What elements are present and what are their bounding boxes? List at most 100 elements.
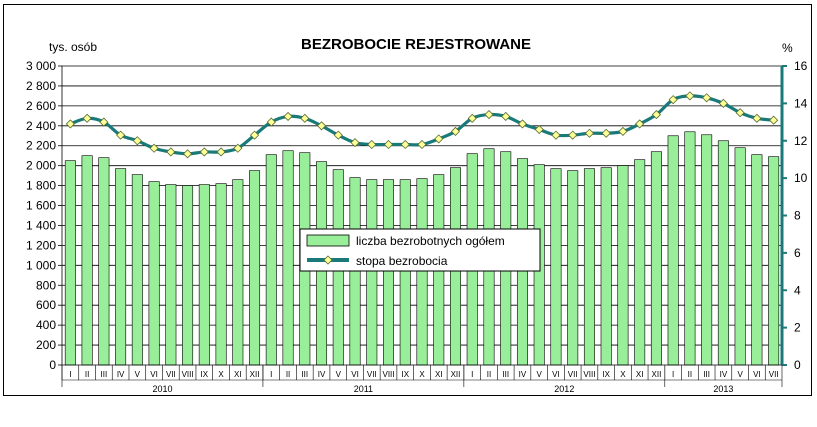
y-left-tick-label: 1 400 xyxy=(26,218,56,232)
y-left-tick-label: 2 400 xyxy=(26,119,56,133)
bar xyxy=(383,179,395,366)
x-month-label: XI xyxy=(636,370,644,379)
bar xyxy=(734,147,746,366)
bar xyxy=(366,179,378,366)
axes: 0 200 400 600 800 1 000 1 200 1 400 1 600 1 800 2 … xyxy=(26,59,808,372)
rate-point xyxy=(752,113,762,123)
y-right-tick-label: 0 xyxy=(794,358,801,372)
bar xyxy=(399,179,411,366)
x-month-label: VI xyxy=(351,370,359,379)
x-month-label: XII xyxy=(451,370,461,379)
bar xyxy=(64,160,76,366)
x-month-label: X xyxy=(419,370,425,379)
y-left-tick-label: 1 800 xyxy=(26,179,56,193)
y-right-tick-label: 12 xyxy=(794,134,808,148)
y-left-tick-label: 800 xyxy=(36,278,56,292)
y-right-tick-label: 2 xyxy=(794,321,801,335)
bar xyxy=(148,181,160,366)
bar xyxy=(634,159,646,366)
rate-point xyxy=(316,121,327,131)
x-month-label: VII xyxy=(769,370,779,379)
x-year-label: 2013 xyxy=(713,384,733,394)
rate-point xyxy=(149,143,159,153)
rate-point xyxy=(350,138,360,148)
x-month-label: VI xyxy=(753,370,761,379)
x-month-label: III xyxy=(703,370,710,379)
legend-bar-label: liczba bezrobotnych ogółem xyxy=(356,234,505,248)
rate-point xyxy=(618,126,628,136)
bar xyxy=(717,140,729,366)
x-month-label: IV xyxy=(720,370,728,379)
rate-point xyxy=(484,110,494,120)
bar xyxy=(115,168,127,366)
bar xyxy=(583,168,595,366)
rate-point xyxy=(65,119,75,129)
x-month-label: VII xyxy=(166,370,176,379)
rate-point xyxy=(735,108,745,118)
x-year-label: 2012 xyxy=(554,384,574,394)
y-right-tick-label: 8 xyxy=(794,209,801,223)
x-month-label: IX xyxy=(201,370,209,379)
rate-point xyxy=(417,139,427,150)
rate-point xyxy=(266,117,276,127)
y-left-tick-label: 2 000 xyxy=(26,159,56,173)
x-month-label: X xyxy=(218,370,224,379)
x-year-label: 2010 xyxy=(152,384,172,394)
rate-point xyxy=(501,111,511,122)
rate-point xyxy=(249,130,260,140)
bar xyxy=(265,154,277,366)
rate-point xyxy=(551,130,561,140)
y-left-tick-label: 1 200 xyxy=(26,238,56,252)
x-month-label: II xyxy=(487,370,491,379)
rate-point xyxy=(718,98,728,108)
bar xyxy=(81,155,93,366)
y-axis-left-title: tys. osób xyxy=(49,40,97,54)
legend-line-label: stopa bezrobocia xyxy=(356,254,448,268)
x-month-label: V xyxy=(135,370,141,379)
rate-point xyxy=(601,128,611,138)
x-month-label: I xyxy=(270,370,272,379)
rate-point xyxy=(333,130,343,140)
rate-point xyxy=(166,147,176,157)
x-month-label: II xyxy=(688,370,692,379)
y-left-tick-label: 2 800 xyxy=(26,79,56,93)
rate-point xyxy=(434,134,444,144)
bar xyxy=(684,131,696,366)
bar xyxy=(98,157,110,366)
bar xyxy=(650,151,662,366)
bar xyxy=(751,154,763,366)
x-month-label: XI xyxy=(234,370,242,379)
bar xyxy=(600,167,612,366)
y-left-tick-label: 1 600 xyxy=(26,199,56,213)
bar xyxy=(182,185,194,366)
legend: liczba bezrobotnych ogółem stopa bezrobo… xyxy=(299,228,541,272)
rate-point xyxy=(450,126,461,136)
x-month-label: III xyxy=(101,370,108,379)
y-left-tick-label: 400 xyxy=(36,318,56,332)
x-month-label: VI xyxy=(552,370,560,379)
x-month-label: IX xyxy=(602,370,610,379)
bar xyxy=(198,184,210,366)
rate-point xyxy=(467,113,477,123)
rate-point xyxy=(82,113,92,123)
x-axis: I II III IV V VI VII VIII IX X XI XII I II III IV V VI VII… xyxy=(61,365,783,394)
bar xyxy=(232,179,244,366)
rate-point xyxy=(635,119,645,129)
x-month-label: IX xyxy=(401,370,409,379)
x-year-label: 2011 xyxy=(354,384,373,394)
rate-point xyxy=(99,117,109,127)
legend-line-marker xyxy=(323,255,333,265)
rate-point xyxy=(584,128,595,138)
x-month-label: VIII xyxy=(583,370,595,379)
bar xyxy=(667,135,679,366)
x-month-label: I xyxy=(69,370,71,379)
rate-point xyxy=(685,91,695,101)
y-left-tick-label: 1 000 xyxy=(26,258,56,272)
chart-svg: 0 200 400 600 800 1 000 1 200 1 400 1 600 1 800 2 … xyxy=(26,36,808,394)
rate-point xyxy=(769,115,779,125)
rate-point xyxy=(568,130,578,140)
bar xyxy=(282,150,294,366)
x-month-label: I xyxy=(672,370,674,379)
rate-point xyxy=(702,93,712,103)
chart-title: BEZROBOCIE REJESTROWANE xyxy=(301,36,531,53)
